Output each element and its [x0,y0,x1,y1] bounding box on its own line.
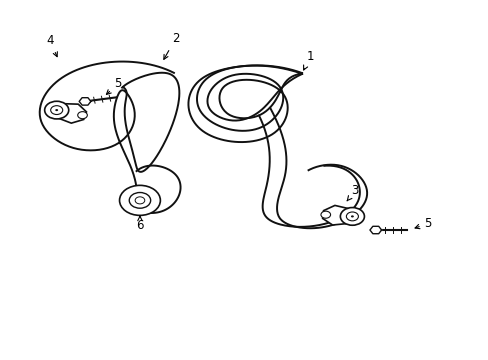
Polygon shape [49,103,86,123]
Circle shape [78,112,87,119]
Circle shape [350,215,353,217]
Circle shape [135,197,144,204]
Circle shape [346,212,358,221]
Circle shape [55,109,58,111]
Circle shape [137,198,142,203]
Polygon shape [369,226,381,234]
Polygon shape [40,62,180,213]
Text: 2: 2 [163,32,179,59]
Circle shape [340,208,364,225]
Circle shape [44,101,69,119]
Circle shape [51,106,62,114]
Text: 5: 5 [414,217,431,230]
Text: 3: 3 [346,184,358,201]
Polygon shape [322,206,358,225]
Polygon shape [259,108,366,228]
Polygon shape [188,66,302,142]
Text: 6: 6 [136,216,143,232]
Circle shape [119,185,160,215]
Text: 1: 1 [303,50,313,70]
Circle shape [320,211,330,218]
Circle shape [129,193,150,208]
Text: 5: 5 [106,77,122,94]
Text: 4: 4 [46,34,57,57]
Polygon shape [79,98,91,105]
